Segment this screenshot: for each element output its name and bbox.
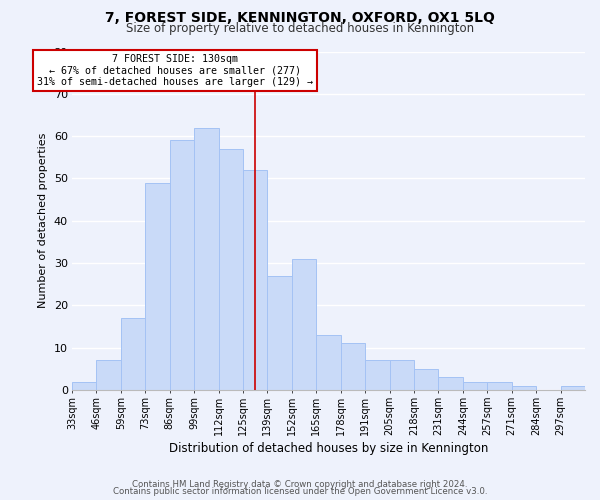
Bar — [97, 360, 121, 390]
Bar — [560, 386, 585, 390]
Text: Contains public sector information licensed under the Open Government Licence v3: Contains public sector information licen… — [113, 488, 487, 496]
Bar — [463, 382, 487, 390]
Bar — [389, 360, 414, 390]
Bar — [268, 276, 292, 390]
Bar — [292, 259, 316, 390]
Text: Size of property relative to detached houses in Kennington: Size of property relative to detached ho… — [126, 22, 474, 35]
Bar — [145, 182, 170, 390]
Bar — [439, 378, 463, 390]
Y-axis label: Number of detached properties: Number of detached properties — [38, 133, 48, 308]
Text: 7 FOREST SIDE: 130sqm
← 67% of detached houses are smaller (277)
31% of semi-det: 7 FOREST SIDE: 130sqm ← 67% of detached … — [37, 54, 313, 87]
Bar — [365, 360, 389, 390]
Bar — [414, 369, 439, 390]
Bar — [170, 140, 194, 390]
Bar — [218, 149, 243, 390]
Bar — [316, 335, 341, 390]
Bar — [341, 344, 365, 390]
Bar — [512, 386, 536, 390]
X-axis label: Distribution of detached houses by size in Kennington: Distribution of detached houses by size … — [169, 442, 488, 455]
Bar — [72, 382, 97, 390]
Text: 7, FOREST SIDE, KENNINGTON, OXFORD, OX1 5LQ: 7, FOREST SIDE, KENNINGTON, OXFORD, OX1 … — [105, 11, 495, 25]
Bar — [121, 318, 145, 390]
Bar — [243, 170, 268, 390]
Bar — [487, 382, 512, 390]
Text: Contains HM Land Registry data © Crown copyright and database right 2024.: Contains HM Land Registry data © Crown c… — [132, 480, 468, 489]
Bar — [194, 128, 218, 390]
